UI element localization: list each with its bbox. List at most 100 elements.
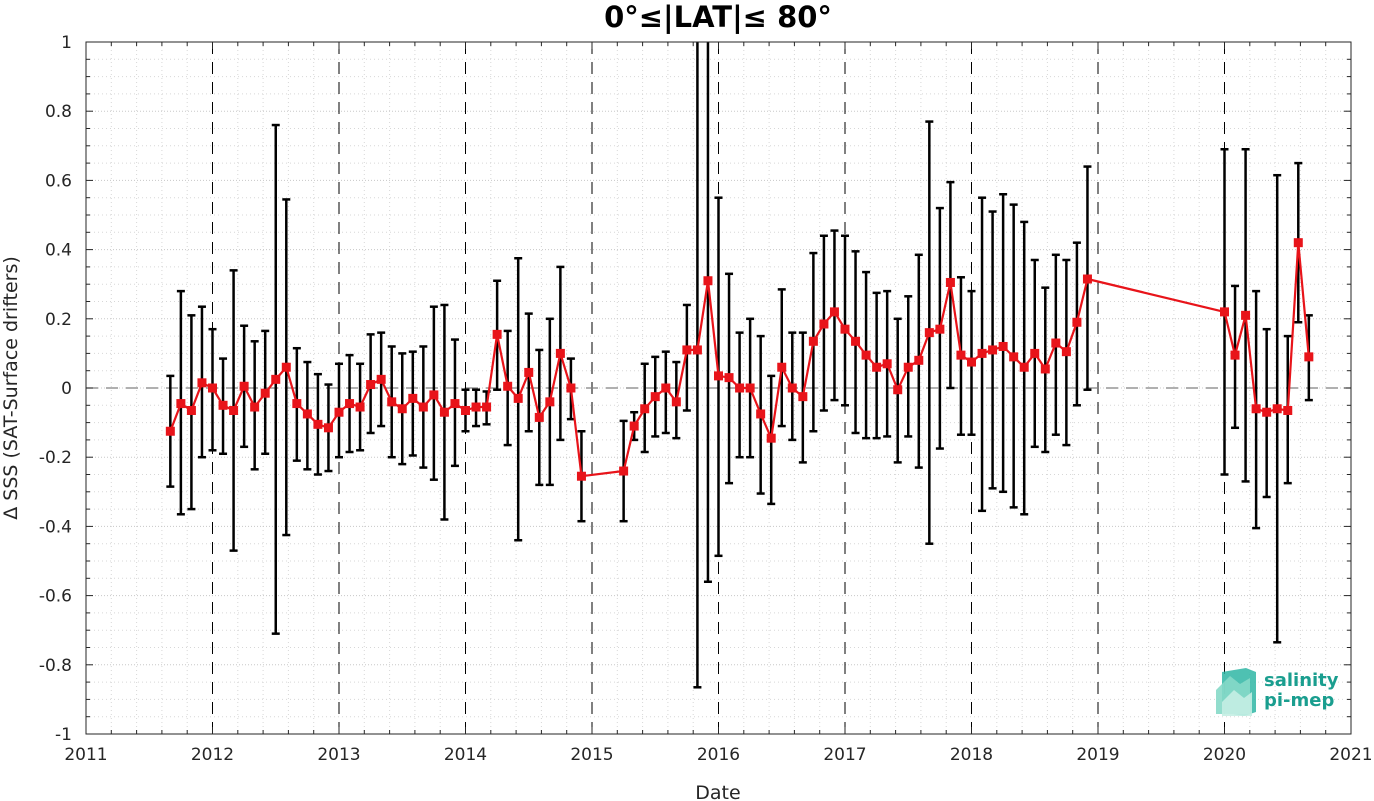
- data-point: [640, 404, 650, 414]
- y-tick-label: 0: [61, 379, 72, 399]
- data-point: [703, 276, 713, 286]
- data-point: [439, 407, 449, 417]
- data-point: [988, 345, 998, 355]
- data-point: [1241, 310, 1251, 320]
- data-point: [397, 404, 407, 414]
- data-point: [724, 373, 734, 383]
- data-point: [840, 324, 850, 334]
- data-point: [777, 362, 787, 372]
- data-point: [893, 385, 903, 395]
- x-tick-label: 2021: [1329, 745, 1372, 765]
- data-point: [1230, 350, 1240, 360]
- data-point: [334, 407, 344, 417]
- data-point: [661, 383, 671, 393]
- data-point: [450, 399, 460, 409]
- data-point: [735, 383, 745, 393]
- x-tick-label: 2020: [1203, 745, 1246, 765]
- x-tick-label: 2011: [64, 745, 107, 765]
- data-point: [461, 405, 470, 415]
- data-point: [861, 350, 871, 360]
- data-point: [176, 399, 186, 409]
- x-axis-label: Date: [695, 782, 740, 801]
- data-point: [197, 378, 207, 388]
- data-point: [555, 348, 565, 358]
- data-point: [482, 402, 492, 412]
- data-point: [260, 388, 270, 398]
- data-point: [313, 419, 323, 429]
- y-tick-label: -0.4: [39, 517, 72, 537]
- y-tick-label: 0.2: [45, 310, 72, 330]
- data-point: [1009, 352, 1019, 362]
- data-point: [1072, 317, 1082, 327]
- data-point: [323, 423, 333, 433]
- data-point: [914, 355, 924, 365]
- data-point: [903, 362, 913, 372]
- data-point: [756, 409, 766, 419]
- data-point: [576, 471, 586, 481]
- data-point: [408, 393, 418, 403]
- data-point: [366, 380, 376, 390]
- data-point: [945, 277, 955, 287]
- logo-text-pi-mep: pi-mep: [1264, 690, 1334, 711]
- data-point: [967, 357, 976, 367]
- series-line-path: [169, 241, 1310, 478]
- data-point: [1293, 238, 1303, 248]
- data-point: [935, 324, 945, 334]
- data-point: [429, 390, 439, 400]
- data-point: [345, 399, 355, 409]
- data-point: [513, 393, 523, 403]
- logo-text-salinity: salinity: [1264, 670, 1339, 691]
- chart-title: 0°≤|LAT|≤ 80°: [604, 0, 832, 34]
- data-point: [281, 362, 291, 372]
- tick-marks: [85, 41, 1352, 735]
- x-tick-label: 2018: [950, 745, 993, 765]
- y-tick-label: 0.8: [45, 102, 72, 122]
- data-point: [787, 383, 797, 393]
- data-point: [1051, 338, 1061, 348]
- data-point: [872, 362, 882, 372]
- x-tick-labels: 2011 2012 2013 2014 2015 2016 2017 2018 2019 2020…: [64, 745, 1372, 765]
- x-tick-label: 2015: [570, 745, 613, 765]
- data-point: [566, 383, 576, 393]
- series-line: [169, 241, 1310, 478]
- data-point: [218, 400, 228, 410]
- y-tick-label: -0.8: [39, 656, 72, 676]
- data-point: [492, 329, 502, 339]
- data-point: [418, 402, 428, 412]
- data-point: [1019, 362, 1029, 372]
- data-point: [471, 402, 481, 412]
- x-tick-label: 2019: [1076, 745, 1119, 765]
- data-point: [186, 405, 196, 415]
- y-tick-label: 1: [61, 33, 72, 53]
- y-tick-label: -1: [55, 725, 72, 745]
- data-point: [766, 433, 776, 443]
- data-point: [534, 412, 544, 422]
- data-point: [851, 336, 861, 346]
- wave-logo-icon: [1216, 668, 1256, 716]
- data-point: [1262, 407, 1272, 417]
- data-point: [882, 359, 892, 369]
- data-point: [503, 381, 513, 391]
- data-point: [239, 381, 249, 391]
- data-point: [165, 426, 175, 436]
- data-point: [387, 397, 397, 407]
- data-point: [924, 328, 934, 338]
- data-point: [798, 392, 808, 402]
- data-point: [1030, 348, 1040, 358]
- data-point: [355, 402, 365, 412]
- x-tick-label: 2014: [444, 745, 487, 765]
- data-point: [819, 319, 829, 329]
- data-point: [956, 350, 966, 360]
- data-point: [671, 397, 681, 407]
- y-axis-label: Δ SSS (SAT-Surface drifters): [0, 256, 22, 520]
- data-point: [1283, 405, 1293, 415]
- y-tick-label: -0.6: [39, 587, 72, 607]
- data-point: [250, 402, 260, 412]
- y-tick-labels: -1 -0.8 -0.6 -0.4 -0.2 0 0.2 0.4 0.6 0.8 1: [39, 33, 72, 745]
- data-point: [692, 345, 702, 355]
- data-point: [1251, 404, 1261, 414]
- data-point: [1040, 364, 1050, 374]
- data-point: [1082, 274, 1092, 284]
- data-point: [629, 421, 639, 431]
